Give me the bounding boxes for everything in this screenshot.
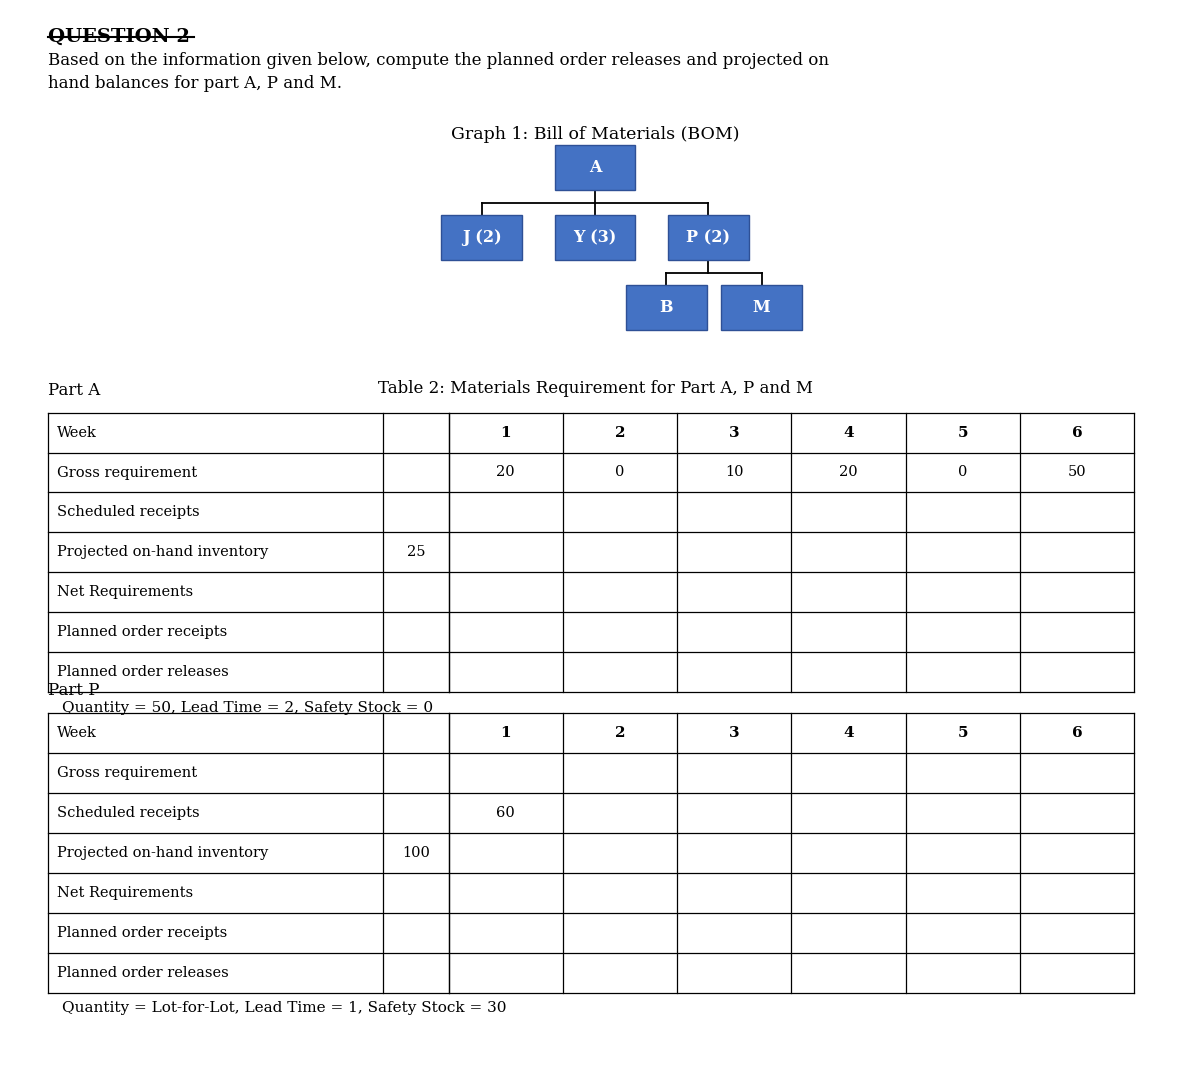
FancyBboxPatch shape (668, 215, 749, 260)
Text: Y (3): Y (3) (574, 229, 616, 246)
Text: Net Requirements: Net Requirements (57, 886, 193, 900)
Text: Projected on-hand inventory: Projected on-hand inventory (57, 545, 269, 559)
Text: 25: 25 (407, 545, 425, 559)
Text: Scheduled receipts: Scheduled receipts (57, 505, 200, 519)
Text: Projected on-hand inventory: Projected on-hand inventory (57, 846, 269, 860)
Text: J (2): J (2) (462, 229, 502, 246)
Text: Table 2: Materials Requirement for Part A, P and M: Table 2: Materials Requirement for Part … (377, 380, 813, 397)
Text: Gross requirement: Gross requirement (57, 465, 198, 480)
Text: Planned order releases: Planned order releases (57, 665, 228, 679)
FancyBboxPatch shape (441, 215, 522, 260)
Text: 4: 4 (844, 426, 853, 440)
Text: 0: 0 (615, 465, 625, 480)
FancyBboxPatch shape (555, 145, 635, 190)
FancyBboxPatch shape (555, 215, 635, 260)
Text: P (2): P (2) (687, 229, 729, 246)
Text: 2: 2 (615, 426, 625, 440)
Text: 3: 3 (729, 726, 739, 740)
Text: 5: 5 (958, 426, 967, 440)
Text: Part A: Part A (48, 381, 100, 399)
Text: A: A (589, 159, 601, 176)
Text: 20: 20 (839, 465, 858, 480)
Text: 1: 1 (501, 726, 511, 740)
Text: Planned order receipts: Planned order receipts (57, 625, 227, 639)
Text: 3: 3 (729, 426, 739, 440)
Text: 100: 100 (402, 846, 430, 860)
FancyBboxPatch shape (626, 285, 707, 330)
Text: 6: 6 (1072, 426, 1082, 440)
Text: 4: 4 (844, 726, 853, 740)
Text: Week: Week (57, 426, 98, 440)
Text: 60: 60 (496, 806, 515, 820)
Text: Week: Week (57, 726, 98, 740)
Text: Quantity = 50, Lead Time = 2, Safety Stock = 0: Quantity = 50, Lead Time = 2, Safety Sto… (62, 701, 433, 715)
Text: M: M (753, 299, 770, 316)
FancyBboxPatch shape (721, 285, 802, 330)
Text: 5: 5 (958, 726, 967, 740)
Text: Graph 1: Bill of Materials (BOM): Graph 1: Bill of Materials (BOM) (451, 126, 739, 144)
Text: Net Requirements: Net Requirements (57, 585, 193, 599)
Text: 1: 1 (501, 426, 511, 440)
Text: Planned order releases: Planned order releases (57, 966, 228, 980)
Text: 50: 50 (1067, 465, 1086, 480)
Text: 6: 6 (1072, 726, 1082, 740)
Text: 10: 10 (725, 465, 744, 480)
Text: B: B (659, 299, 674, 316)
Text: 20: 20 (496, 465, 515, 480)
Text: 0: 0 (958, 465, 967, 480)
Text: QUESTION 2: QUESTION 2 (48, 28, 189, 46)
Text: Scheduled receipts: Scheduled receipts (57, 806, 200, 820)
Text: Gross requirement: Gross requirement (57, 766, 198, 780)
Text: Planned order receipts: Planned order receipts (57, 926, 227, 940)
Text: Based on the information given below, compute the planned order releases and pro: Based on the information given below, co… (48, 52, 828, 93)
Text: Quantity = Lot-for-Lot, Lead Time = 1, Safety Stock = 30: Quantity = Lot-for-Lot, Lead Time = 1, S… (62, 1001, 507, 1015)
Text: 2: 2 (615, 726, 625, 740)
Text: Part P: Part P (48, 681, 99, 699)
